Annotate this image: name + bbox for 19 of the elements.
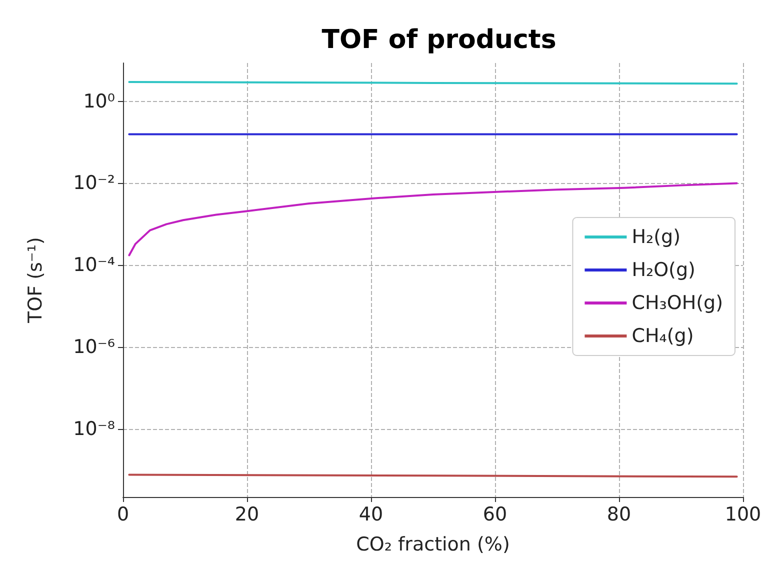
x-tick-label: 20 [234, 504, 260, 526]
y-tick-label: 10⁻² [73, 172, 115, 194]
y-tick-label: 10⁰ [83, 90, 115, 112]
legend-label: H₂O(g) [632, 259, 696, 281]
x-tick-label: 60 [482, 504, 508, 526]
x-tick-label: 100 [724, 504, 762, 526]
line-series [128, 182, 738, 256]
x-tick-label: 0 [116, 504, 130, 526]
legend-label: CH₄(g) [632, 325, 694, 347]
legend-label: H₂(g) [632, 226, 680, 248]
y-tick-label: 10⁻⁶ [73, 336, 115, 358]
y-tick-label: 10⁻⁸ [73, 418, 115, 440]
x-tick-label: 80 [606, 504, 632, 526]
x-tick-label: 40 [358, 504, 384, 526]
legend-label: CH₃OH(g) [632, 292, 724, 314]
x-axis-title: CO₂ fraction (%) [356, 534, 510, 556]
chart-title: TOF of products [322, 25, 556, 55]
y-axis-title: TOF (s⁻¹) [24, 237, 46, 324]
y-tick-label: 10⁻⁴ [73, 254, 116, 276]
